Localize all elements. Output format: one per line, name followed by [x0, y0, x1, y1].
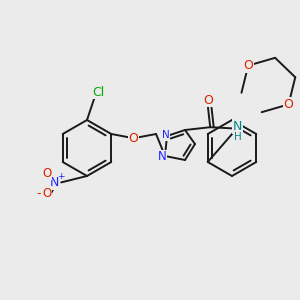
Text: O: O: [284, 98, 293, 111]
Text: +: +: [58, 172, 65, 181]
Text: N: N: [162, 130, 170, 140]
Text: N: N: [158, 151, 166, 164]
Text: O: O: [43, 167, 52, 180]
Text: O: O: [129, 133, 139, 146]
Text: O: O: [43, 187, 52, 200]
Text: N: N: [233, 120, 242, 133]
Text: -: -: [36, 187, 40, 200]
Text: N: N: [50, 176, 59, 189]
Text: Cl: Cl: [92, 86, 104, 99]
Text: O: O: [203, 94, 213, 106]
Text: H: H: [234, 132, 242, 142]
Text: O: O: [243, 59, 253, 72]
